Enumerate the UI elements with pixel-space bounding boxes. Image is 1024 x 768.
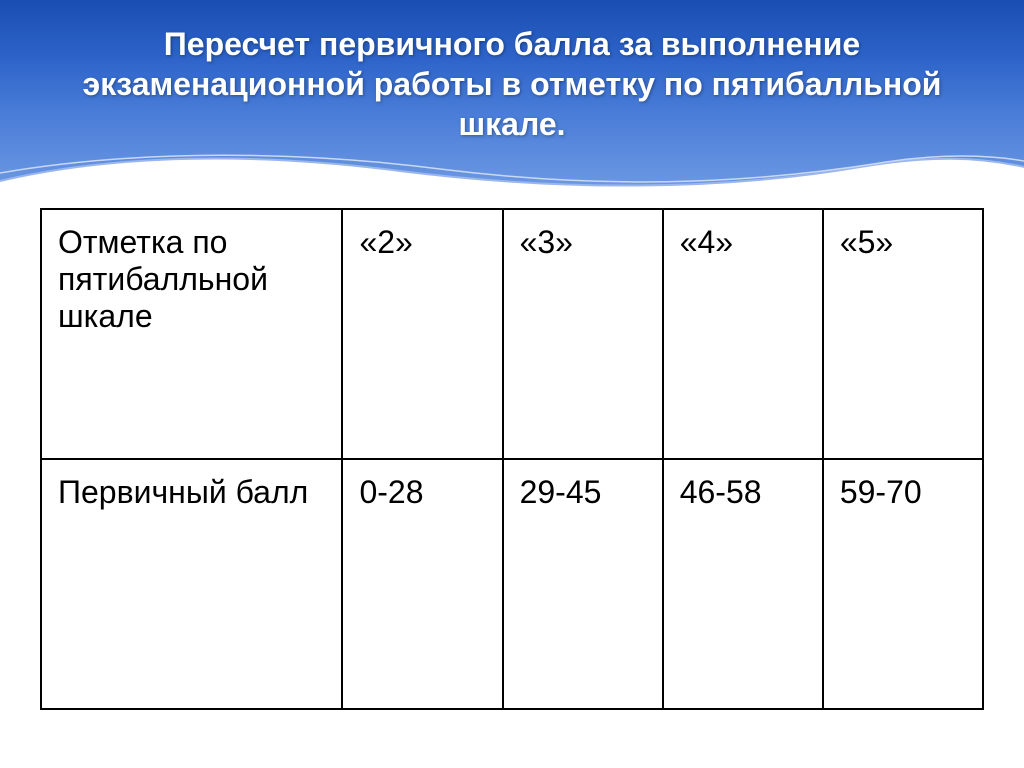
table-cell: 29-45 xyxy=(503,459,663,709)
slide-title: Пересчет первичного балла за выполнение … xyxy=(40,24,984,144)
table-cell: 46-58 xyxy=(663,459,823,709)
table-cell: 0-28 xyxy=(342,459,502,709)
table-row: Первичный балл 0-28 29-45 46-58 59-70 xyxy=(41,459,983,709)
grade-table: Отметка по пятибалльной шкале «2» «3» «4… xyxy=(40,208,984,710)
wave-decoration xyxy=(0,147,1024,191)
table-row: Отметка по пятибалльной шкале «2» «3» «4… xyxy=(41,209,983,459)
table-cell: «2» xyxy=(342,209,502,459)
table-cell: «3» xyxy=(503,209,663,459)
title-band: Пересчет первичного балла за выполнение … xyxy=(0,0,1024,190)
row-label: Отметка по пятибалльной шкале xyxy=(41,209,342,459)
table-cell: «5» xyxy=(823,209,983,459)
grade-table-container: Отметка по пятибалльной шкале «2» «3» «4… xyxy=(0,190,1024,710)
table-cell: «4» xyxy=(663,209,823,459)
slide: Пересчет первичного балла за выполнение … xyxy=(0,0,1024,768)
table-cell: 59-70 xyxy=(823,459,983,709)
row-label: Первичный балл xyxy=(41,459,342,709)
